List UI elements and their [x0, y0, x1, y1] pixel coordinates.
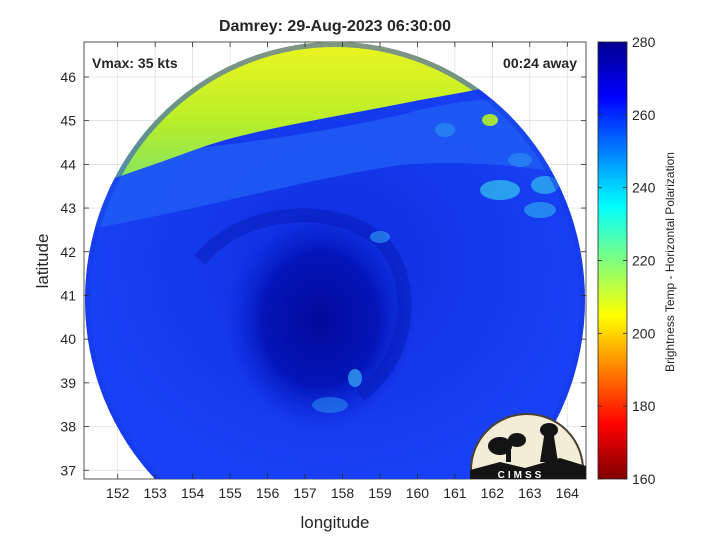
- cimss-logo-text: CIMSS: [498, 470, 545, 481]
- cimss-logo: CIMSS: [470, 413, 586, 481]
- colorbar-label: Brightness Temp - Horizontal Polarizatio…: [663, 152, 677, 372]
- colorbar-tick-label: 220: [632, 253, 656, 269]
- x-tick-label: 156: [256, 485, 280, 501]
- x-tick-label: 157: [293, 485, 317, 501]
- colorbar-tick-label: 260: [632, 107, 656, 123]
- northern-band: [85, 98, 585, 230]
- x-tick-label: 160: [406, 485, 430, 501]
- y-tick-label: 41: [60, 287, 76, 303]
- colorbar-tick-label: 200: [632, 325, 656, 341]
- x-tick-label: 163: [518, 485, 542, 501]
- x-tick-label: 161: [443, 485, 467, 501]
- x-tick-label: 162: [481, 485, 505, 501]
- y-tick-label: 44: [60, 156, 76, 172]
- y-axis-ticks: 37 38 39 40 41 42 43 44 45 46: [60, 69, 586, 478]
- colorbar-ticks: 160 180 200 220 240 260 280: [598, 34, 656, 487]
- colorbar-tick-label: 280: [632, 34, 656, 50]
- x-tick-label: 158: [331, 485, 355, 501]
- y-tick-label: 46: [60, 69, 76, 85]
- x-axis-ticks: 152 153 154 155 156 157 158 159 160 161 162 163 164: [106, 42, 579, 501]
- colorbar: [597, 41, 628, 480]
- x-tick-label: 154: [181, 485, 205, 501]
- colorbar-tick-label: 240: [632, 180, 656, 196]
- y-tick-label: 42: [60, 244, 76, 260]
- x-tick-label: 152: [106, 485, 130, 501]
- y-tick-label: 45: [60, 113, 76, 129]
- y-tick-label: 38: [60, 419, 76, 435]
- y-tick-label: 40: [60, 331, 76, 347]
- x-axis-label: longitude: [300, 513, 369, 532]
- time-offset-label: 00:24 away: [503, 55, 577, 71]
- x-tick-label: 159: [368, 485, 392, 501]
- y-tick-label: 39: [60, 375, 76, 391]
- y-tick-label: 37: [60, 462, 76, 478]
- colorbar-tick-label: 160: [632, 471, 656, 487]
- brightness-temp-swath: [85, 42, 585, 479]
- chart-title: Damrey: 29-Aug-2023 06:30:00: [219, 18, 451, 35]
- colorbar-tick-label: 180: [632, 398, 656, 414]
- convective-cells: [312, 114, 559, 413]
- vmax-label: Vmax: 35 kts: [92, 55, 178, 71]
- x-tick-label: 155: [218, 485, 242, 501]
- x-tick-label: 153: [143, 485, 167, 501]
- eye-region: [225, 210, 415, 430]
- x-tick-label: 164: [556, 485, 580, 501]
- y-tick-label: 43: [60, 200, 76, 216]
- y-axis-label: latitude: [33, 234, 52, 289]
